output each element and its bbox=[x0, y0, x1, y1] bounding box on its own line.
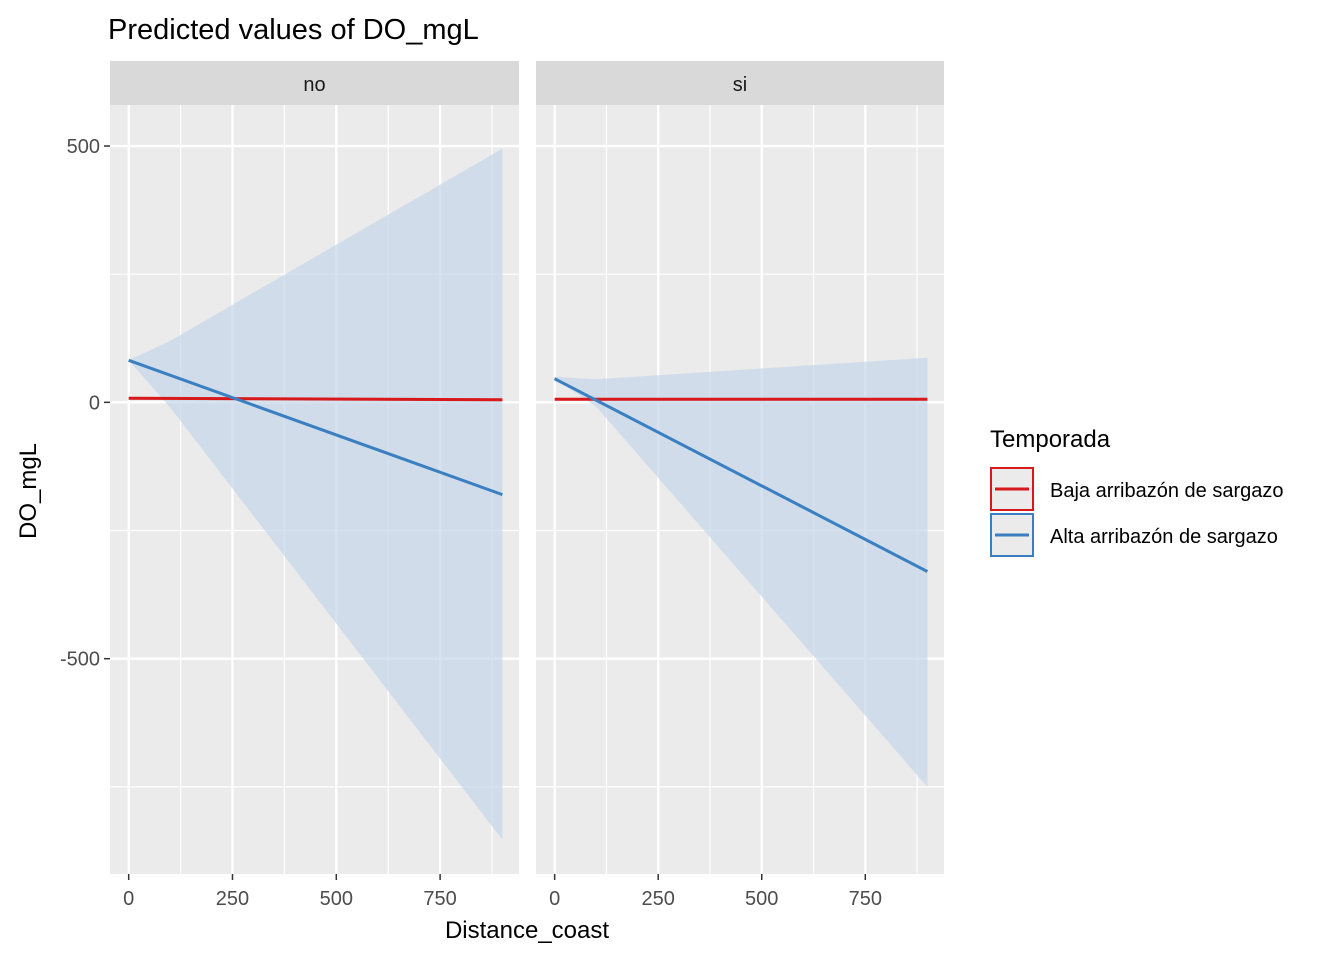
series-line-alta bbox=[553, 377, 929, 573]
y-axis: 500 0 -500 bbox=[60, 136, 110, 671]
facet-strip-label: no bbox=[303, 74, 325, 96]
chart-title: Predicted values of DO_mgL bbox=[108, 14, 479, 46]
x-tick-label: 750 bbox=[423, 888, 456, 910]
facet-strip bbox=[110, 61, 519, 105]
y-tick-label: 0 bbox=[89, 392, 100, 414]
facet-si: si 0 250 500 750 bbox=[536, 61, 944, 910]
series-line-baja bbox=[128, 396, 503, 402]
facet-strip-label: si bbox=[733, 74, 747, 96]
series-line-alta bbox=[128, 358, 503, 497]
x-tick-label: 500 bbox=[320, 888, 353, 910]
x-tick-label: 250 bbox=[642, 888, 675, 910]
y-tick-label: 500 bbox=[67, 136, 100, 158]
x-axis-label: Distance_coast bbox=[445, 917, 609, 944]
x-tick-label: 250 bbox=[216, 888, 249, 910]
y-tick-label: -500 bbox=[60, 649, 100, 671]
legend-entry-label: Alta arribazón de sargazo bbox=[1050, 526, 1278, 548]
ribbon-alta bbox=[554, 357, 928, 787]
facet-no: no 0 250 500 750 bbox=[110, 61, 519, 910]
legend-entry-label: Baja arribazón de sargazo bbox=[1050, 480, 1283, 502]
ribbon-alta bbox=[128, 148, 503, 840]
legend-title: Temporada bbox=[990, 426, 1111, 453]
x-tick-label: 0 bbox=[549, 888, 560, 910]
legend: Temporada Baja arribazón de sargazo Alta a… bbox=[990, 426, 1283, 557]
x-tick-label: 0 bbox=[123, 888, 134, 910]
x-tick-label: 500 bbox=[745, 888, 778, 910]
facet-strip bbox=[536, 61, 944, 105]
x-tick-label: 750 bbox=[849, 888, 882, 910]
y-axis-label: DO_mgL bbox=[15, 443, 42, 539]
facet-panels: no 0 250 500 750 si 0 250 500 750 bbox=[110, 61, 944, 910]
